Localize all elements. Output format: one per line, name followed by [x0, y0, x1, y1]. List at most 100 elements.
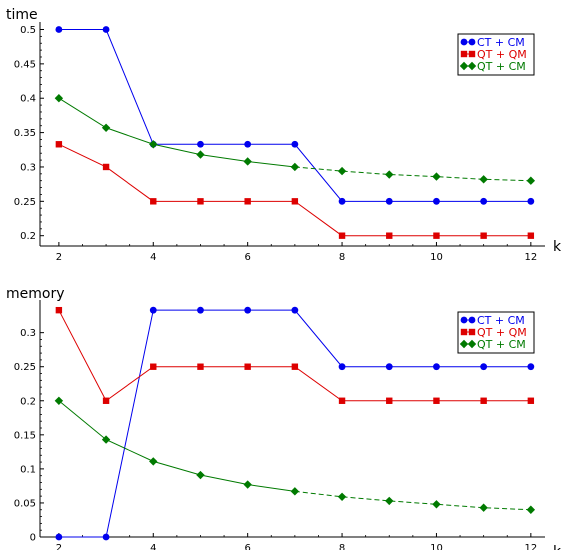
- time-chart-series-qt-cm-point: [526, 176, 536, 185]
- memory-chart-series-ct-cm-point: [433, 363, 440, 371]
- memory-chart-series-qt-cm-point: [432, 500, 441, 509]
- memory-chart-legend-entry-2-label: QT + CM: [477, 338, 526, 351]
- time-chart-series-qt-qm-point: [386, 232, 393, 239]
- memory-chart-series-qt-qm-point: [527, 397, 535, 404]
- time-chart-series-ct-cm-point: [291, 140, 299, 148]
- memory-chart-series-ct-cm-point: [149, 306, 157, 314]
- memory-chart-series-qt-cm-point: [243, 480, 252, 489]
- memory-chart-series-qt-qm-point: [386, 397, 393, 404]
- time-chart-legend-entry-0-label: CT + CM: [477, 36, 525, 49]
- time-chart-legend-entry-0-marker: [468, 38, 476, 46]
- time-chart-series-qt-cm-point: [479, 175, 488, 184]
- time-chart-series-ct-cm-point: [433, 197, 440, 205]
- time-chart-ytick-label: 0.45: [14, 59, 36, 70]
- memory-chart-xtick-label: 10: [430, 543, 443, 550]
- memory-chart-series-qt-cm-point: [526, 505, 536, 514]
- time-chart-series-qt-qm-point: [527, 232, 535, 239]
- time-chart-legend-entry-2-marker: [467, 61, 477, 71]
- memory-chart-series-qt-cm: [54, 396, 536, 514]
- memory-chart-series-qt-cm-point: [337, 492, 347, 502]
- memory-chart-xlabel: k: [553, 544, 561, 550]
- memory-chart-ytick-label: 0.2: [20, 396, 36, 407]
- time-chart-series-qt-qm-point: [291, 198, 299, 205]
- memory-chart-legend-entry-0-marker: [460, 316, 468, 324]
- time-chart-legend-entry-1-marker: [468, 50, 476, 58]
- time-chart-series-qt-cm-point: [196, 150, 205, 159]
- memory-chart-series-qt-qm-point: [291, 363, 299, 370]
- memory-chart-legend-entry-2-marker: [459, 339, 469, 349]
- time-chart-series-ct-cm-point: [385, 197, 393, 205]
- time-chart-series-qt-cm-point: [243, 157, 252, 166]
- memory-chart-ytick-label: 0.05: [14, 498, 36, 509]
- time-chart-series-qt-qm: [55, 141, 535, 239]
- time-chart-series-ct-cm-point: [102, 26, 110, 33]
- memory-chart-series-qt-qm-point: [480, 397, 487, 404]
- time-chart-ytick-label: 0.4: [20, 94, 36, 105]
- memory-chart-xtick-label: 2: [56, 543, 62, 550]
- time-chart-xtick-label: 6: [244, 252, 250, 263]
- time-chart-series-qt-qm-point: [244, 198, 251, 205]
- time-chart-ytick-label: 0.3: [20, 162, 36, 173]
- time-chart-series-qt-cm-point: [54, 94, 64, 103]
- time-chart-legend-entry-2-marker: [459, 61, 469, 71]
- memory-chart-series-ct-cm-point: [244, 306, 252, 314]
- time-chart-ytick-label: 0.5: [20, 25, 36, 36]
- memory-chart-series-ct-cm-point: [291, 306, 299, 314]
- memory-chart-series-qt-qm-point: [102, 397, 110, 404]
- time-chart-series-qt-cm-line: [58, 97, 295, 168]
- time-chart-series-ct-cm-point: [527, 197, 535, 205]
- time-chart-series-ct-cm-point: [55, 26, 63, 33]
- memory-chart-legend-entry-0-label: CT + CM: [477, 314, 525, 327]
- time-chart-series-ct-cm-point: [197, 140, 204, 148]
- memory-chart-xtick-label: 4: [150, 543, 156, 550]
- time-chart-xtick-label: 12: [524, 252, 537, 263]
- time-chart-series-qt-qm-point: [102, 163, 110, 171]
- memory-chart-legend-entry-0-marker: [468, 316, 476, 324]
- memory-chart-series-ct-cm-point: [480, 363, 488, 371]
- time-chart-xtick-label: 10: [430, 252, 443, 263]
- memory-chart-series-ct-cm-point: [55, 533, 63, 541]
- memory-chart-legend-entry-2-marker: [467, 339, 477, 349]
- memory-chart-legend-entry-1-marker: [468, 328, 476, 336]
- time-chart-series-ct-cm-point: [244, 140, 252, 148]
- memory-chart-ytick-label: 0.1: [20, 464, 36, 475]
- memory-chart-series-ct-cm: [55, 306, 535, 541]
- memory-chart-series-qt-cm-point: [54, 396, 64, 405]
- time-chart-xtick-label: 8: [339, 252, 345, 263]
- memory-chart-series-qt-cm-point: [479, 503, 488, 512]
- time-chart-series-qt-cm-point: [432, 172, 441, 181]
- time-chart-series-qt-qm-point: [480, 232, 487, 239]
- memory-chart-series-ct-cm-point: [102, 533, 110, 541]
- time-chart-legend-entry-1-marker: [460, 50, 468, 58]
- time-chart-legend-entry-1-label: QT + QM: [477, 48, 527, 61]
- memory-chart-legend-entry-1-label: QT + QM: [477, 326, 527, 339]
- memory-chart-xtick-label: 6: [244, 543, 250, 550]
- memory-chart-xtick-label: 12: [524, 543, 537, 550]
- memory-chart-series-qt-cm-point: [196, 470, 205, 480]
- time-chart-series-ct-cm: [55, 26, 535, 205]
- time-chart-series-qt-qm-point: [433, 232, 440, 239]
- time-chart: 0.2 0.25 0.3 0.35 0.4 0.45 0.5 2 4 6 8 10 12 time k CT …: [6, 7, 561, 263]
- memory-chart-ytick-label: 0.25: [14, 362, 36, 373]
- time-chart-series-qt-cm: [54, 94, 536, 185]
- memory-chart-ytick-label: 0.3: [20, 328, 36, 339]
- time-chart-legend-entry-0-marker: [460, 38, 468, 46]
- memory-chart-ylabel: memory: [6, 286, 65, 302]
- time-chart-series-qt-qm-point: [338, 232, 346, 239]
- time-chart-series-qt-qm-point: [150, 198, 157, 205]
- time-chart-legend-entry-2-label: QT + CM: [477, 60, 526, 73]
- memory-chart-series-qt-qm-point: [433, 397, 440, 404]
- memory-chart-series-qt-cm-point: [101, 435, 111, 444]
- memory-chart-series-qt-qm-point: [55, 306, 63, 314]
- memory-chart-ytick-label: 0: [30, 533, 36, 544]
- time-chart-series-qt-cm-point: [101, 123, 111, 132]
- memory-chart-series-qt-qm: [55, 306, 535, 404]
- time-chart-series-qt-cm-point: [337, 166, 347, 176]
- memory-chart-series-qt-qm-point: [197, 363, 204, 370]
- time-chart-series-qt-qm-point: [55, 141, 63, 148]
- time-chart-ytick-label: 0.25: [14, 197, 36, 208]
